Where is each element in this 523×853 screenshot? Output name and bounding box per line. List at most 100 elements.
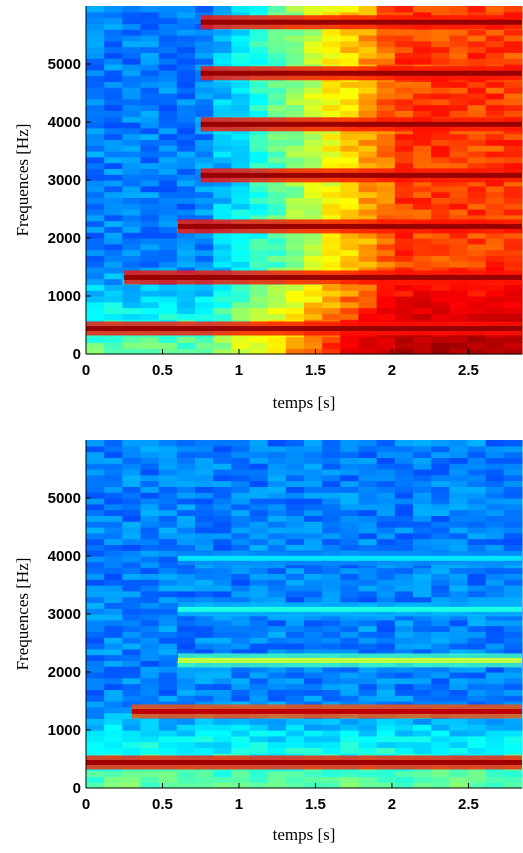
spectrogram-cell — [195, 6, 214, 13]
spectrogram-cell — [431, 521, 450, 528]
spectrogram-cell — [176, 782, 196, 789]
spectrogram-cell — [358, 730, 378, 737]
spectrogram-cell — [467, 637, 487, 644]
spectrogram-cell — [340, 35, 360, 42]
spectrogram-cell — [376, 666, 396, 673]
spectrogram-cell — [195, 590, 214, 598]
spectrogram-cell — [86, 151, 105, 158]
spectrogram-cell — [467, 695, 487, 702]
spectrogram-cell — [431, 162, 450, 169]
spectrogram-cell — [322, 672, 341, 679]
spectrogram-cell — [376, 214, 396, 222]
spectrogram-cell — [285, 151, 305, 158]
spectrogram-cell — [304, 40, 323, 48]
spectrogram-cell — [376, 776, 396, 783]
spectrogram-cell — [249, 544, 269, 551]
spectrogram-cell — [413, 585, 432, 592]
spectrogram-cell — [176, 735, 196, 743]
spectrogram-cell — [467, 451, 487, 458]
spectrogram-cell — [340, 486, 360, 493]
spectrogram-cell — [376, 573, 396, 580]
spectrogram-cell — [467, 718, 487, 725]
spectrogram-cell — [322, 162, 341, 169]
spectrogram-cell — [122, 608, 142, 615]
spectrogram-cell — [249, 747, 269, 754]
spectrogram-cell — [249, 214, 269, 222]
spectrogram-cell — [249, 631, 269, 638]
spectrogram-cell — [322, 6, 341, 13]
spectrogram-cell — [140, 445, 160, 453]
spectrogram-cell — [449, 724, 469, 731]
spectrogram-cell — [376, 585, 396, 592]
spectrogram-cell — [213, 724, 232, 731]
spectrogram-cell — [231, 162, 251, 169]
spectrogram-cell — [176, 532, 196, 540]
spectrogram-cell — [176, 590, 196, 598]
spectrogram-cell — [140, 602, 160, 609]
spectrogram-cell — [394, 445, 414, 453]
spectrogram-cell — [195, 469, 214, 476]
spectrogram-cell — [413, 573, 432, 580]
spectrogram-cell — [467, 683, 487, 690]
spectrogram-cell — [213, 145, 232, 152]
spectrogram-cell — [104, 278, 123, 285]
spectrogram-cell — [86, 556, 105, 563]
spectrogram-cell — [267, 509, 287, 516]
spectrogram-cell — [340, 238, 360, 245]
spectrogram-cell — [140, 81, 160, 88]
spectrogram-cell — [140, 40, 160, 48]
spectrogram-cell — [176, 168, 196, 175]
spectrogram-cell — [376, 296, 396, 303]
spectrogram-cell — [485, 567, 505, 574]
spectrogram-cell — [431, 457, 450, 464]
spectrogram-cell — [449, 619, 469, 627]
spectrogram-cell — [394, 666, 414, 673]
spectrogram-cell — [176, 579, 196, 586]
spectrogram-cell — [376, 724, 396, 731]
spectrogram-cell — [176, 40, 196, 48]
spectrogram-cell — [249, 301, 269, 309]
spectrogram-cell — [285, 666, 305, 673]
spectrogram-cell — [358, 718, 378, 725]
spectrogram-cell — [213, 735, 232, 743]
spectrogram-cell — [86, 689, 105, 696]
spectrogram-cell — [467, 296, 487, 303]
spectrogram-cell — [195, 573, 214, 580]
spectrogram-cell — [140, 301, 160, 309]
spectrogram-cell — [340, 249, 360, 256]
spectrogram-cell — [195, 701, 214, 708]
spectrogram-cell — [213, 348, 232, 355]
spectrogram-cell — [176, 139, 196, 146]
harmonic-line — [86, 759, 522, 765]
spectrogram-cell — [431, 776, 450, 783]
spectrogram-cell — [104, 486, 123, 493]
spectrogram-cell — [431, 498, 450, 505]
spectrogram-cell — [231, 695, 251, 702]
spectrogram-cell — [376, 284, 396, 291]
spectrogram-cell — [394, 451, 414, 458]
spectrogram-cell — [122, 637, 142, 644]
spectrogram-cell — [231, 185, 251, 193]
spectrogram-cell — [267, 203, 287, 210]
spectrogram-cell — [213, 342, 232, 349]
spectrogram-cell — [249, 451, 269, 458]
spectrogram-cell — [358, 724, 378, 731]
spectrogram-cell — [122, 139, 142, 146]
spectrogram-cell — [376, 104, 396, 111]
spectrogram-cell — [394, 498, 414, 505]
spectrogram-cell — [340, 185, 360, 193]
spectrogram-cell — [195, 596, 214, 603]
spectrogram-cell — [122, 110, 142, 117]
spectrogram-cell — [267, 474, 287, 482]
spectrogram-cell — [431, 474, 450, 482]
spectrogram-cell — [140, 267, 160, 274]
spectrogram-cell — [104, 209, 123, 216]
spectrogram-cell — [231, 701, 251, 708]
spectrogram-cell — [267, 579, 287, 586]
spectrogram-cell — [195, 695, 214, 702]
spectrogram-cell — [267, 162, 287, 169]
spectrogram-cell — [394, 643, 414, 650]
spectrogram-cell — [431, 544, 450, 551]
spectrogram-cell — [431, 492, 450, 499]
spectrogram-cell — [376, 185, 396, 193]
